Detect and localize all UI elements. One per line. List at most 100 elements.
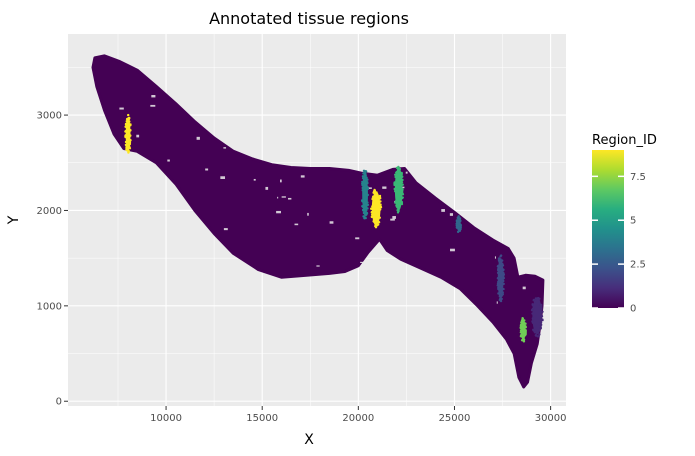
region-point bbox=[401, 189, 404, 192]
legend: Region_ID 0 2.5 5 7.5 bbox=[592, 133, 657, 315]
region-point bbox=[396, 209, 399, 212]
region-point bbox=[379, 208, 382, 211]
region-point bbox=[361, 186, 364, 190]
region-point bbox=[378, 200, 381, 203]
region-point bbox=[362, 211, 366, 215]
region-core bbox=[371, 191, 381, 226]
region-point bbox=[124, 125, 127, 128]
region-point bbox=[401, 193, 405, 196]
region-cluster-3 bbox=[455, 215, 462, 234]
region-point bbox=[532, 329, 536, 332]
y-tick-label: 1000 bbox=[37, 301, 62, 312]
region-point bbox=[370, 207, 373, 210]
region-point bbox=[361, 181, 365, 184]
region-point bbox=[519, 334, 523, 338]
region-point bbox=[378, 216, 381, 219]
region-point bbox=[519, 331, 523, 334]
region-point bbox=[502, 282, 505, 286]
region-point bbox=[127, 113, 130, 117]
region-point bbox=[539, 327, 542, 330]
region-point bbox=[362, 209, 365, 212]
region-point bbox=[366, 181, 369, 185]
region-point bbox=[361, 175, 365, 178]
region-point bbox=[459, 228, 462, 231]
region-point bbox=[458, 217, 462, 220]
region-point bbox=[370, 215, 373, 219]
region-point bbox=[396, 171, 399, 174]
region-point bbox=[361, 205, 364, 208]
region-point bbox=[366, 178, 369, 181]
region-point bbox=[531, 321, 535, 324]
region-point bbox=[459, 225, 462, 229]
tissue-gap bbox=[253, 178, 256, 181]
region-point bbox=[129, 134, 132, 137]
region-point bbox=[124, 129, 128, 133]
region-point bbox=[502, 287, 505, 291]
region-point bbox=[540, 323, 543, 327]
tissue-gap bbox=[496, 301, 498, 304]
region-point bbox=[376, 224, 379, 227]
region-point bbox=[394, 190, 397, 193]
tissue-gap bbox=[316, 265, 320, 267]
region-point bbox=[125, 145, 128, 149]
tissue-gap bbox=[382, 186, 387, 189]
region-core bbox=[532, 297, 542, 335]
region-point bbox=[522, 338, 526, 341]
region-point bbox=[519, 329, 523, 332]
region-point bbox=[128, 139, 132, 142]
region-point bbox=[457, 215, 460, 218]
region-point bbox=[524, 322, 527, 325]
region-point bbox=[366, 203, 370, 207]
region-point bbox=[374, 192, 378, 195]
region-point bbox=[541, 319, 544, 322]
region-point bbox=[364, 170, 368, 173]
region-point bbox=[366, 185, 369, 189]
tissue-gap bbox=[522, 286, 526, 290]
region-cluster-4 bbox=[360, 169, 370, 220]
region-point bbox=[372, 191, 375, 194]
region-cluster-9 bbox=[370, 188, 383, 229]
region-point bbox=[394, 175, 397, 179]
tissue-gap bbox=[367, 187, 372, 189]
region-point bbox=[520, 323, 523, 326]
region-point bbox=[531, 303, 534, 306]
tissue-gap bbox=[167, 159, 170, 162]
legend-title: Region_ID bbox=[592, 133, 657, 148]
region-point bbox=[519, 326, 522, 330]
y-tick-label: 3000 bbox=[37, 111, 62, 122]
region-point bbox=[124, 122, 128, 126]
region-point bbox=[366, 201, 369, 204]
region-point bbox=[124, 135, 127, 139]
region-point bbox=[455, 224, 459, 227]
tissue-gap bbox=[265, 186, 269, 190]
region-point bbox=[456, 230, 460, 234]
region-point bbox=[128, 147, 132, 150]
region-point bbox=[377, 221, 381, 224]
region-point bbox=[523, 319, 526, 322]
colorbar-tick-label: 7.5 bbox=[630, 172, 646, 183]
region-point bbox=[524, 329, 527, 332]
x-tick-label: 30000 bbox=[535, 413, 567, 424]
region-point bbox=[401, 196, 404, 199]
colorbar bbox=[592, 150, 624, 308]
tissue-gap bbox=[281, 196, 286, 198]
tissue-gap bbox=[280, 179, 282, 183]
region-point bbox=[501, 264, 505, 267]
tissue-body bbox=[91, 54, 545, 389]
x-tick-label: 20000 bbox=[342, 413, 374, 424]
region-point bbox=[363, 217, 366, 220]
region-point bbox=[539, 303, 543, 307]
region-point bbox=[128, 142, 132, 146]
region-cluster-7 bbox=[519, 317, 527, 343]
region-point bbox=[129, 123, 132, 126]
region-point bbox=[520, 339, 524, 342]
region-point bbox=[498, 295, 501, 298]
plot-area bbox=[68, 34, 566, 406]
region-point bbox=[401, 183, 404, 186]
region-point bbox=[371, 205, 374, 208]
region-point bbox=[524, 332, 527, 335]
region-point bbox=[124, 140, 128, 144]
region-point bbox=[128, 120, 131, 123]
region-point bbox=[395, 204, 398, 207]
tissue-gap bbox=[223, 147, 227, 149]
